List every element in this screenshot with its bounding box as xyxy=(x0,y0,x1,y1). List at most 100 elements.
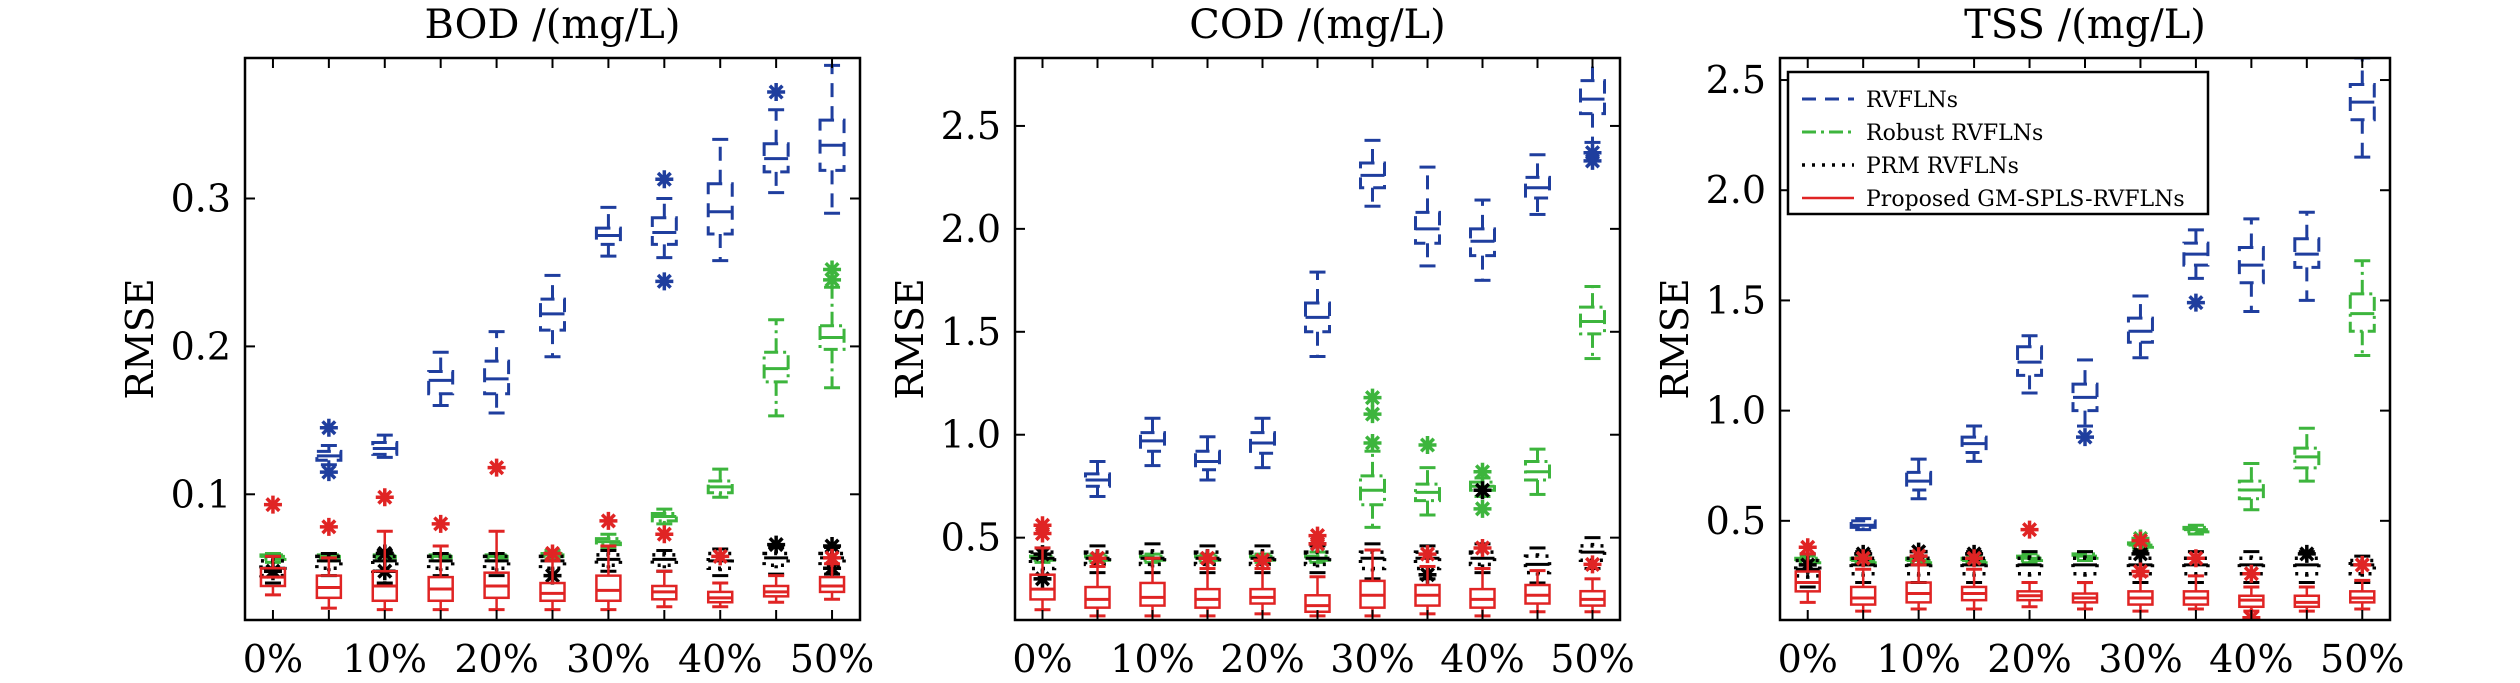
box-45 xyxy=(2293,544,2321,585)
box-0 xyxy=(259,495,287,597)
outlier-marker xyxy=(2131,531,2150,550)
series-proposed-gm-spls-rvflns xyxy=(259,458,846,612)
legend-label: Robust RVFLNs xyxy=(1866,121,2043,146)
box-body xyxy=(650,553,679,568)
box-35 xyxy=(650,548,679,573)
plot-area xyxy=(1028,58,1607,618)
outlier-marker xyxy=(1033,516,1052,535)
outlier-marker xyxy=(2020,520,2039,539)
box-50 xyxy=(2348,58,2376,159)
series-rvflns xyxy=(1849,58,2376,532)
y-tick-label: 2.5 xyxy=(1706,58,1766,102)
box-body xyxy=(1849,585,1877,606)
box-45 xyxy=(1524,569,1551,614)
box-35 xyxy=(651,525,678,609)
box-25 xyxy=(539,544,566,612)
outlier-marker xyxy=(655,272,674,291)
box-45 xyxy=(2293,585,2321,613)
box-5 xyxy=(1084,549,1111,618)
box-20 xyxy=(2016,520,2043,609)
outlier-marker xyxy=(1909,547,1928,566)
box-45 xyxy=(762,318,790,418)
box-40 xyxy=(2237,462,2265,512)
outlier-marker xyxy=(263,495,282,514)
outlier-marker xyxy=(1088,549,1107,568)
box-25 xyxy=(539,273,566,359)
outlier-marker xyxy=(1965,549,1984,568)
box-25 xyxy=(2071,358,2099,447)
x-tick-label: 50% xyxy=(2320,637,2404,681)
box-30 xyxy=(595,511,622,612)
outlier-marker xyxy=(1308,526,1327,545)
box-40 xyxy=(1469,198,1496,282)
outlier-marker xyxy=(1583,143,1602,162)
box-40 xyxy=(2237,217,2265,313)
box-40 xyxy=(706,137,734,263)
box-15 xyxy=(1194,435,1221,482)
box-20 xyxy=(2016,334,2044,395)
box-50 xyxy=(818,548,846,601)
box-20 xyxy=(1249,416,1276,470)
x-tick-label: 40% xyxy=(2209,637,2293,681)
box-5 xyxy=(315,418,343,482)
box-40 xyxy=(706,467,734,499)
box-35 xyxy=(650,170,678,291)
y-axis-label: RMSE xyxy=(118,278,162,399)
x-tick-label: 0% xyxy=(1012,637,1072,681)
y-tick-label: 1.5 xyxy=(941,310,1001,354)
box-body xyxy=(1304,301,1331,334)
x-tick-label: 0% xyxy=(243,637,303,681)
box-body xyxy=(1139,581,1166,607)
outlier-marker xyxy=(1798,538,1817,557)
box-25 xyxy=(1304,270,1331,358)
box-body xyxy=(706,182,734,236)
outlier-marker xyxy=(1473,499,1492,518)
outlier-marker xyxy=(1363,433,1382,452)
box-45 xyxy=(762,535,790,576)
outlier-marker xyxy=(319,418,338,437)
box-50 xyxy=(1579,58,1606,170)
outlier-marker xyxy=(767,83,786,102)
x-tick-label: 10% xyxy=(1110,637,1194,681)
legend: RVFLNs Robust RVFLNs PRM RVFLNs Proposed GM… xyxy=(1786,70,2210,216)
box-35 xyxy=(2182,549,2210,611)
outlier-marker xyxy=(543,544,562,563)
series-rvflns xyxy=(1084,58,1606,498)
y-tick-label: 0.2 xyxy=(171,324,231,368)
legend-label: Proposed GM-SPLS-RVFLNs xyxy=(1866,187,2185,212)
outlier-marker xyxy=(1253,551,1272,570)
x-tick-label: 10% xyxy=(343,637,427,681)
box-body xyxy=(762,142,790,174)
x-tick-label: 10% xyxy=(1876,637,1960,681)
x-tick-label: 30% xyxy=(2098,637,2182,681)
box-50 xyxy=(2348,259,2376,358)
series-proposed-gm-spls-rvflns xyxy=(1794,520,2376,620)
box-10 xyxy=(371,433,399,459)
legend-box xyxy=(1786,70,2210,216)
outlier-marker xyxy=(823,548,842,567)
y-tick-label: 2.5 xyxy=(941,104,1001,148)
plot-area xyxy=(259,63,846,612)
box-30 xyxy=(594,205,622,258)
box-10 xyxy=(1139,416,1166,468)
x-tick-label: 30% xyxy=(566,637,650,681)
box-50 xyxy=(818,260,846,390)
x-tick-label: 20% xyxy=(1220,637,1304,681)
box-10 xyxy=(1905,547,1932,611)
legend-label: RVFLNs xyxy=(1866,88,1958,113)
box-body xyxy=(2348,292,2376,333)
outlier-marker xyxy=(823,270,842,289)
box-body xyxy=(595,574,622,603)
box-30 xyxy=(1359,138,1386,208)
y-tick-label: 0.1 xyxy=(171,472,231,516)
plot-area xyxy=(1793,58,2377,620)
box-35 xyxy=(650,507,678,526)
box-10 xyxy=(1139,556,1166,618)
box-body xyxy=(2293,237,2321,269)
box-15 xyxy=(1194,549,1221,618)
box-35 xyxy=(1414,436,1441,517)
box-body xyxy=(1469,227,1496,258)
box-40 xyxy=(1468,481,1497,575)
y-axis-label: RMSE xyxy=(1653,278,1697,399)
box-45 xyxy=(762,574,790,604)
